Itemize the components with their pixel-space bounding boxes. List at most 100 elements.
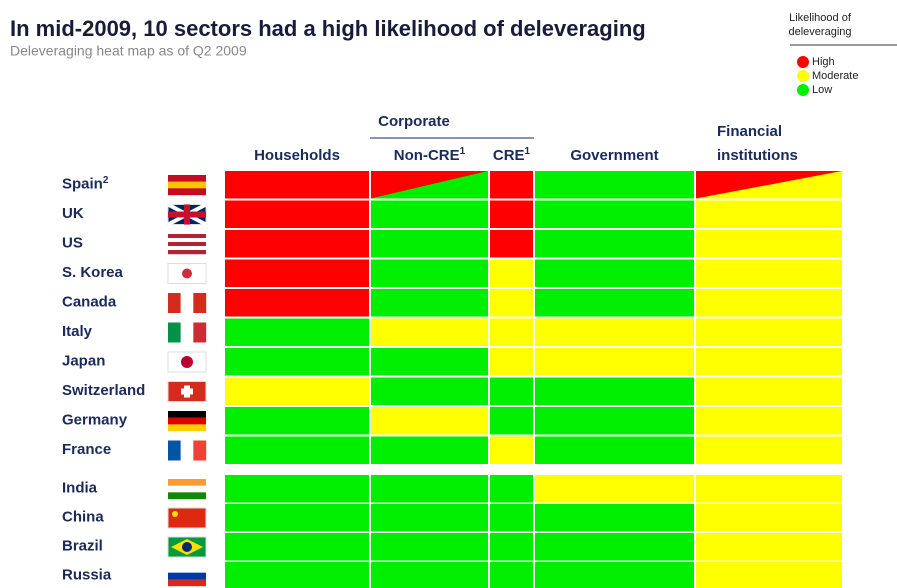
- cell: [371, 289, 488, 317]
- flag: [168, 211, 206, 218]
- cell: [696, 289, 842, 317]
- flag: [180, 440, 194, 461]
- flag: [168, 234, 206, 239]
- cell: [535, 289, 694, 317]
- cell: [225, 200, 369, 228]
- row-label: India: [62, 480, 98, 497]
- row-label: Brazil: [62, 538, 103, 555]
- cell: [490, 504, 533, 532]
- flag: [168, 566, 206, 573]
- cell: [225, 259, 369, 287]
- cell: [225, 475, 369, 503]
- flag: [172, 511, 178, 517]
- flag: [181, 356, 193, 368]
- column-header: Government: [570, 147, 658, 164]
- cell: [371, 200, 488, 228]
- row-label: Germany: [62, 412, 128, 429]
- flag: [168, 440, 181, 461]
- cell-split: [371, 171, 488, 199]
- cell: [696, 348, 842, 376]
- legend-label: Moderate: [812, 70, 858, 82]
- cell: [535, 407, 694, 435]
- flag: [168, 250, 206, 255]
- legend-swatch: [797, 70, 809, 82]
- cell: [371, 377, 488, 405]
- footnote-mark: 1: [460, 146, 466, 157]
- cell: [371, 504, 488, 532]
- flag: [180, 293, 194, 313]
- cell: [535, 348, 694, 376]
- cell: [371, 318, 488, 346]
- cell: [225, 318, 369, 346]
- flag: [168, 579, 206, 587]
- cell: [535, 259, 694, 287]
- cell: [696, 407, 842, 435]
- legend-title: Likelihood of deleveraging: [789, 12, 852, 38]
- cell: [696, 230, 842, 258]
- cell: [490, 230, 533, 258]
- flag: [168, 188, 206, 196]
- legend-label: Low: [812, 84, 832, 96]
- cell: [225, 289, 369, 317]
- flag: [167, 507, 207, 529]
- row-label: US: [62, 235, 83, 252]
- cell: [225, 504, 369, 532]
- group-header: Corporate: [378, 113, 450, 130]
- cell: [696, 504, 842, 532]
- cell: [490, 259, 533, 287]
- flag: [168, 293, 181, 313]
- row-label: Russia: [62, 567, 112, 584]
- cell: [535, 533, 694, 561]
- column-header: Households: [254, 147, 340, 164]
- cell: [696, 562, 842, 588]
- flag: [168, 238, 206, 243]
- flag: [180, 322, 194, 343]
- legend-swatch: [797, 84, 809, 96]
- cell: [371, 436, 488, 464]
- row-label: Spain2: [62, 174, 109, 192]
- footnote-mark: 1: [525, 146, 531, 157]
- row-label: Japan: [62, 353, 105, 370]
- cell: [535, 230, 694, 258]
- cell: [490, 377, 533, 405]
- cell: [696, 259, 842, 287]
- flag: [168, 572, 206, 580]
- row-label: Italy: [62, 323, 93, 340]
- cell: [535, 318, 694, 346]
- flag: [193, 322, 207, 343]
- flag: [168, 181, 206, 189]
- cell: [225, 562, 369, 588]
- flag: [182, 268, 192, 279]
- cell: [696, 436, 842, 464]
- flag: [168, 411, 206, 418]
- cell: [535, 436, 694, 464]
- row-label: S. Korea: [62, 264, 124, 281]
- legend-label: High: [812, 56, 835, 68]
- legend-swatch: [797, 56, 809, 68]
- cell: [225, 436, 369, 464]
- row-label: France: [62, 441, 111, 458]
- cell: [371, 348, 488, 376]
- cell: [535, 171, 694, 199]
- cell: [490, 562, 533, 588]
- cell-split: [696, 171, 842, 199]
- column-header: CRE1: [493, 146, 531, 164]
- cell: [696, 200, 842, 228]
- flag: [168, 242, 206, 247]
- flag: [168, 492, 206, 500]
- cell: [490, 200, 533, 228]
- cell: [490, 475, 533, 503]
- flag: [193, 440, 207, 461]
- row-label: UK: [62, 205, 84, 222]
- cell: [225, 230, 369, 258]
- flag: [168, 175, 206, 182]
- cell: [535, 377, 694, 405]
- flag: [181, 388, 193, 395]
- flag: [168, 485, 206, 493]
- cell: [490, 407, 533, 435]
- cell: [490, 436, 533, 464]
- cell: [696, 533, 842, 561]
- flag: [193, 293, 207, 313]
- cell: [490, 348, 533, 376]
- cell: [225, 171, 369, 199]
